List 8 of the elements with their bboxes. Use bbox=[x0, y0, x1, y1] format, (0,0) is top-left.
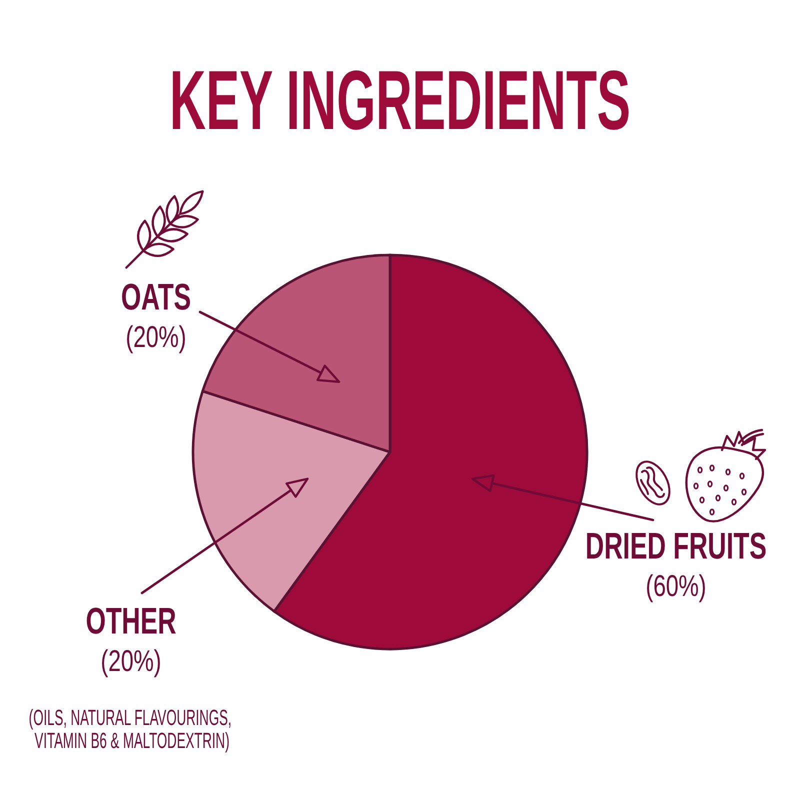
data-label: (60%) bbox=[646, 569, 706, 603]
slice-label: OATS bbox=[121, 276, 191, 318]
data-label: (20%) bbox=[126, 320, 186, 354]
slice-label: DRIED FRUITS bbox=[585, 525, 767, 567]
chart-title: KEY INGREDIENTS bbox=[169, 52, 631, 148]
data-label: (20%) bbox=[100, 644, 162, 678]
text: (OILS, NATURAL FLAVOURINGS, VITAMIN B6 & MALTODEXTRIN) bbox=[28, 705, 236, 753]
slice-label: OTHER bbox=[86, 600, 176, 642]
